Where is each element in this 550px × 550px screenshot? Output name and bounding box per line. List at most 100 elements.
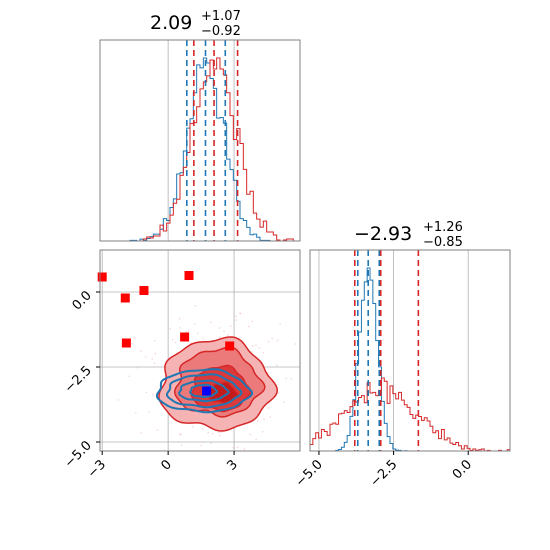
scatter-point — [133, 337, 136, 339]
marker-red — [120, 293, 130, 303]
scatter-point — [192, 425, 194, 428]
marker-red — [97, 272, 107, 282]
scatter-point — [277, 392, 280, 395]
scatter-point — [258, 347, 260, 349]
scatter-point — [197, 332, 199, 335]
scatter-point — [271, 337, 273, 340]
marker-blue — [202, 386, 212, 396]
scatter-point — [276, 339, 279, 342]
x-ticks-contour: −3 0 3 — [85, 451, 241, 481]
scatter-point — [179, 327, 181, 329]
histogram-red — [100, 57, 300, 242]
scatter-point — [187, 329, 190, 332]
panel-contour: −3 0 3 0.0−2.5−5.0 — [62, 249, 301, 481]
hist-top-series — [100, 57, 300, 242]
grid-right — [318, 250, 469, 451]
scatter-point — [128, 375, 131, 377]
scatter-point — [283, 401, 286, 403]
scatter-point — [262, 352, 265, 354]
title-right-minus: −0.85 — [423, 235, 463, 250]
x-tick-label: 3 — [224, 457, 240, 473]
x-tick-label: 0.0 — [450, 457, 475, 482]
scatter-point — [262, 430, 264, 433]
scatter-point — [232, 446, 235, 449]
x-tick-label: −5.0 — [293, 457, 326, 490]
scatter-point — [276, 364, 278, 367]
scatter-point — [243, 448, 246, 450]
marker-red — [180, 332, 190, 342]
scatter-point — [217, 431, 220, 434]
scatter-point — [218, 336, 221, 339]
scatter-point — [251, 345, 254, 347]
scatter-point — [267, 340, 270, 343]
y-ticks-contour: 0.0−2.5−5.0 — [62, 288, 100, 471]
frame-right — [309, 249, 511, 452]
quantile-lines-right — [353, 250, 420, 451]
scatter-point — [153, 339, 156, 342]
markers — [97, 271, 235, 396]
scatter-point — [193, 323, 196, 325]
scatter-point — [249, 433, 252, 436]
contour-blue-level-1 — [166, 373, 243, 409]
scatter-point — [235, 319, 238, 321]
scatter-point — [248, 325, 250, 328]
scatter-point — [267, 372, 269, 374]
y-tick-label: 0.0 — [70, 288, 95, 313]
scatter-point — [218, 327, 221, 329]
x-ticks-right: −5.0 −2.5 0.0 — [293, 451, 475, 490]
scatter-point — [147, 411, 150, 414]
title-top-plus: +1.07 — [201, 9, 241, 24]
grid-top — [167, 40, 235, 241]
scatter-point — [179, 433, 181, 436]
scatter-point — [169, 327, 171, 330]
scatter-point — [145, 356, 147, 358]
scatter-point — [210, 442, 212, 445]
x-tick-label: −2.5 — [367, 457, 400, 490]
scatter-point — [219, 434, 221, 437]
scatter-point — [257, 420, 259, 422]
scatter-point — [140, 432, 143, 434]
scatter-point — [200, 444, 202, 447]
scatter-point — [263, 418, 265, 420]
scatter-point — [211, 432, 214, 435]
panel-hist-top: 2.09 +1.07 −0.92 — [99, 9, 301, 242]
scatter-point — [269, 416, 271, 418]
marker-red — [139, 286, 149, 295]
title-right-plus: +1.26 — [423, 220, 463, 235]
scatter-point — [139, 350, 142, 352]
title-top-minus: −0.92 — [201, 24, 241, 39]
scatter-point — [171, 339, 174, 341]
scatter-point — [223, 330, 225, 332]
scatter-point — [239, 312, 242, 315]
panel-hist-right: −5.0 −2.5 0.0 −2.93 +1.26 −0.85 — [293, 220, 511, 490]
scatter-point — [285, 377, 288, 380]
title-right-value: −2.93 — [354, 223, 412, 245]
scatter-point — [251, 320, 254, 322]
frame-contour — [99, 249, 301, 452]
scatter-point — [227, 333, 229, 336]
scatter-point — [255, 344, 257, 347]
contour-blue-level-0 — [155, 368, 254, 414]
scatter-point — [151, 358, 153, 360]
scatter-point — [251, 351, 253, 353]
scatter-point — [235, 315, 237, 318]
marker-red — [121, 338, 131, 348]
x-tick-label: 0 — [158, 457, 174, 473]
contour-blue-level-2 — [178, 379, 230, 403]
scatter-point — [209, 321, 212, 323]
scatter-point — [135, 412, 137, 414]
scatter-point — [207, 431, 209, 434]
scatter-point — [194, 304, 197, 307]
scatter-point — [267, 407, 270, 409]
scatter-point — [294, 343, 297, 345]
marker-red — [184, 271, 194, 280]
scatter-point — [239, 312, 241, 315]
scatter-point — [236, 446, 239, 448]
scatter-point — [180, 444, 183, 446]
scatter-point — [230, 325, 232, 327]
scatter-point — [178, 317, 181, 320]
scatter-point — [131, 342, 133, 345]
scatter-point — [156, 429, 159, 431]
scatter-point — [136, 366, 139, 369]
y-tick-label: −2.5 — [62, 363, 95, 396]
